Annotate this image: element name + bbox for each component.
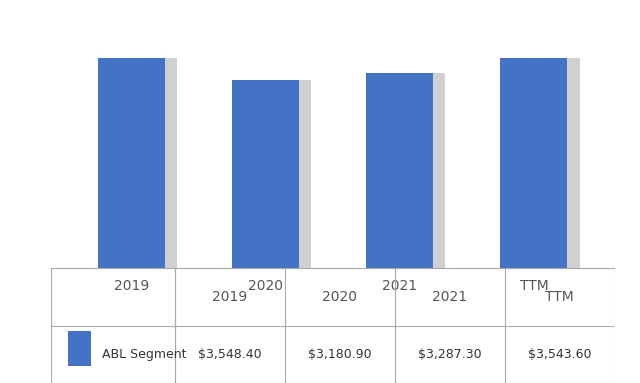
Text: $3,180.90: $3,180.90 — [308, 348, 372, 361]
Text: ABL Segment: ABL Segment — [102, 348, 186, 361]
Bar — [98, 58, 165, 268]
Text: 2019: 2019 — [212, 290, 248, 304]
Bar — [513, 58, 580, 268]
Bar — [244, 80, 311, 268]
Text: 2020: 2020 — [323, 290, 357, 304]
Text: 2021: 2021 — [432, 290, 467, 304]
Bar — [378, 73, 445, 268]
Bar — [110, 58, 177, 268]
Bar — [500, 58, 568, 268]
Bar — [366, 73, 433, 268]
Bar — [68, 331, 91, 366]
Bar — [232, 80, 300, 268]
Text: $3,287.30: $3,287.30 — [418, 348, 481, 361]
Text: $3,548.40: $3,548.40 — [198, 348, 262, 361]
Text: TTM: TTM — [545, 290, 574, 304]
Text: $3,543.60: $3,543.60 — [528, 348, 591, 361]
